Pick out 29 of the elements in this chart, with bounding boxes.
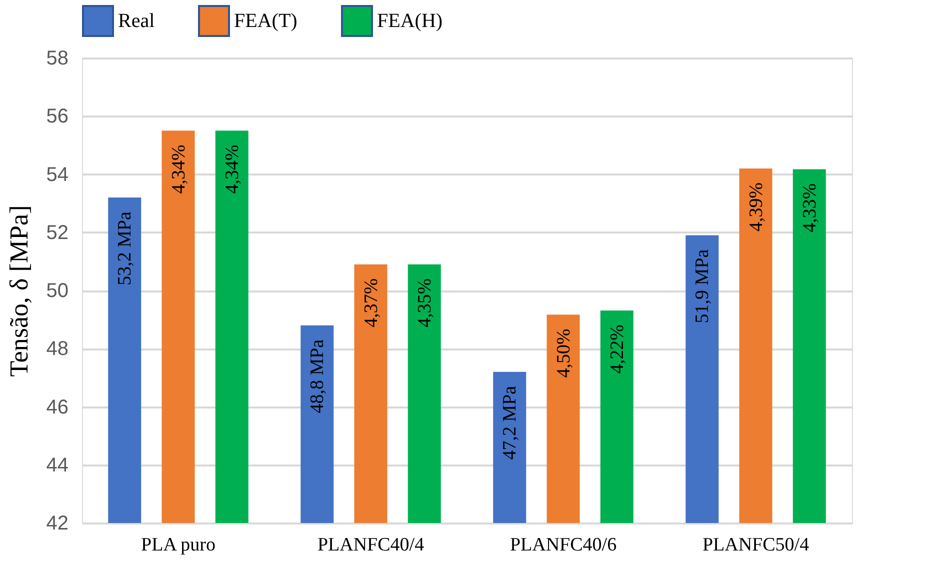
y-tick-label: 54 <box>46 164 68 186</box>
annotation: 4,50% <box>553 328 574 378</box>
data-label: 53,2 MPa <box>114 210 136 286</box>
annotation: 4,34% <box>168 144 190 194</box>
x-tick-label: PLANFC40/4 <box>317 534 425 556</box>
y-tick-label: 46 <box>46 396 68 418</box>
y-axis-title: Tensão, δ [MPa] <box>4 205 34 377</box>
legend-label: FEA(T) <box>234 10 298 32</box>
data-label: 47,2 MPa <box>500 385 521 460</box>
x-tick-label: PLANFC50/4 <box>702 534 810 556</box>
y-tick-label: 58 <box>46 48 68 70</box>
annotation: 4,22% <box>606 324 628 374</box>
legend-label: Real <box>118 10 156 32</box>
y-tick-label: 56 <box>46 106 68 128</box>
data-label: 51,9 MPa <box>692 248 714 324</box>
annotation: 4,33% <box>799 183 820 232</box>
legend-label: FEA(H) <box>377 10 443 32</box>
annotation: 4,39% <box>746 182 767 232</box>
x-tick-label: PLA puro <box>141 534 216 556</box>
y-tick-label: 52 <box>46 222 68 244</box>
y-tick-label: 50 <box>46 280 68 302</box>
y-tick-label: 48 <box>46 338 68 360</box>
annotation: 4,35% <box>414 278 436 328</box>
y-tick-label: 42 <box>46 512 68 534</box>
annotation: 4,37% <box>360 278 382 328</box>
data-label: 48,8 MPa <box>307 338 328 414</box>
x-tick-label: PLANFC40/6 <box>510 534 617 556</box>
annotation: 4,34% <box>222 144 243 194</box>
y-tick-label: 44 <box>46 454 68 476</box>
